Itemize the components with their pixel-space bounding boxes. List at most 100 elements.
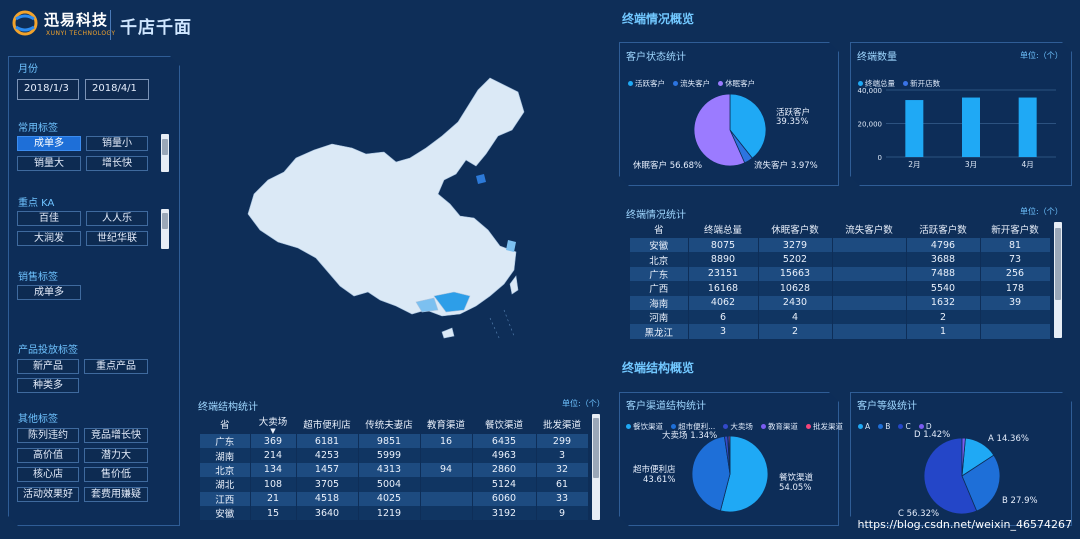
structure-col-header[interactable]: 超市便利店 (296, 414, 359, 434)
stats-col-header[interactable]: 新开客户数 (980, 220, 1050, 238)
structure-table-row[interactable]: 北京 134 1457 4313 94 2860 32 (200, 462, 588, 478)
legend-item[interactable]: 终端总量 (858, 78, 895, 89)
table-cell: 8890 (688, 252, 759, 267)
legend-item[interactable]: 新开店数 (903, 78, 940, 89)
structure-col-header[interactable]: 大卖场 ▼ (250, 414, 297, 435)
pie-slice-活跃客户[interactable] (729, 93, 767, 159)
stats-col-header[interactable]: 流失客户数 (832, 220, 907, 238)
china-map[interactable] (228, 70, 528, 340)
structure-table-row[interactable]: 安徽 15 3640 1219 3192 9 (200, 505, 588, 520)
table-cell (832, 252, 907, 267)
structure-col-header[interactable]: 批发渠道 (536, 414, 588, 434)
tag-other-1[interactable]: 竞品增长快 (84, 428, 148, 443)
legend-item[interactable]: 活跃客户 (628, 78, 665, 89)
table-cell (832, 324, 907, 339)
table-cell: 广东 (630, 266, 689, 282)
stats-table-row[interactable]: 黑龙江 3 2 1 (630, 324, 1050, 339)
tag-common-1[interactable]: 销量小 (86, 136, 148, 151)
terminal-count-bar-chart[interactable]: 0 20,000 40,000 2月 3月 4月 (852, 82, 1066, 176)
tag-product-0[interactable]: 新产品 (17, 359, 79, 374)
tag-other-7[interactable]: 套费用嫌疑 (84, 487, 148, 502)
pie-slice-餐饮渠道[interactable] (719, 435, 769, 513)
stats-table-row[interactable]: 海南 4062 2430 1632 39 (630, 295, 1050, 310)
table-cell: 2 (758, 324, 833, 339)
structure-table-row[interactable]: 广东 369 6181 9851 16 6435 299 (200, 434, 588, 449)
structure-col-header[interactable]: 餐饮渠道 (472, 414, 537, 434)
grade-pie[interactable] (920, 434, 1004, 518)
stats-table-row[interactable]: 河南 6 4 2 (630, 309, 1050, 325)
pie-slice-C[interactable] (923, 437, 978, 515)
table-cell: 3640 (296, 505, 359, 520)
stats-col-header[interactable]: 省 (630, 220, 689, 238)
table-cell (832, 281, 907, 296)
tag-other-5[interactable]: 售价低 (84, 467, 148, 482)
table-cell: 214 (250, 448, 297, 463)
pie-slice-休眠客户[interactable] (693, 93, 746, 167)
tag-other-6[interactable]: 活动效果好 (17, 487, 79, 502)
structure-col-header[interactable]: 省 (200, 414, 251, 434)
bar-3月[interactable] (962, 97, 980, 157)
table-cell: 1457 (296, 462, 359, 478)
tag-ka-3[interactable]: 世纪华联 (86, 231, 148, 246)
pie-slice-超市便利店[interactable] (691, 435, 731, 512)
tag-other-2[interactable]: 高价值 (17, 448, 79, 463)
stats-col-header[interactable]: 活跃客户数 (906, 220, 981, 238)
date-start-input[interactable]: 2018/1/3 (17, 79, 79, 100)
structure-table-row[interactable]: 湖北 108 3705 5004 5124 61 (200, 477, 588, 492)
structure-table-row[interactable]: 江西 21 4518 4025 6060 33 (200, 491, 588, 506)
tag-product-1[interactable]: 重点产品 (84, 359, 148, 374)
legend-item[interactable]: 大卖场 (723, 421, 753, 432)
legend-item[interactable]: C (898, 422, 911, 431)
structure-table-scrollbar[interactable] (592, 414, 600, 520)
stats-col-header[interactable]: 休眠客户数 (758, 220, 833, 238)
tag-common-0[interactable]: 成单多 (17, 136, 81, 151)
pct-catering: 54.05% (779, 483, 812, 493)
stats-table-scrollbar[interactable] (1054, 222, 1062, 338)
tag-sales-0[interactable]: 成单多 (17, 285, 81, 300)
bar-4月[interactable] (1018, 97, 1037, 157)
table-cell: 81 (980, 238, 1050, 253)
table-cell: 3705 (296, 477, 359, 492)
channel-pie[interactable] (688, 432, 772, 516)
sort-desc-icon[interactable]: ▼ (270, 427, 276, 435)
tag-ka-0[interactable]: 百佳 (17, 211, 81, 226)
pie-slice-批发渠道[interactable] (728, 435, 731, 475)
x-tick-label: 4月 (1022, 160, 1034, 169)
legend-item[interactable]: 休眠客户 (718, 78, 755, 89)
legend-item[interactable]: 批发渠道 (806, 421, 843, 432)
customer-status-pie[interactable] (690, 90, 770, 170)
stats-table-row[interactable]: 北京 8890 5202 3688 73 (630, 252, 1050, 267)
stats-table-row[interactable]: 安徽 8075 3279 4796 81 (630, 238, 1050, 253)
legend-item[interactable]: A (858, 422, 870, 431)
structure-table-row[interactable]: 湖南 214 4253 5999 4963 3 (200, 448, 588, 463)
legend-item[interactable]: 流失客户 (673, 78, 710, 89)
structure-col-header[interactable]: 传统夫妻店 (358, 414, 421, 434)
tag-other-4[interactable]: 核心店 (17, 467, 79, 482)
tag-common-3[interactable]: 增长快 (86, 156, 148, 171)
legend-item[interactable]: 教育渠道 (760, 421, 798, 432)
pie-slice-B[interactable] (961, 454, 1001, 512)
tag-product-2[interactable]: 种类多 (17, 378, 79, 393)
tag-common-2[interactable]: 销量大 (17, 156, 81, 171)
legend-item[interactable]: D (918, 422, 932, 431)
stats-table-row[interactable]: 广西 16168 10628 5540 178 (630, 281, 1050, 296)
common-tags-scrollbar[interactable] (161, 134, 169, 172)
pie-slice-D[interactable] (961, 437, 966, 477)
tag-ka-1[interactable]: 人人乐 (86, 211, 148, 226)
table-cell: 16168 (688, 281, 759, 296)
stats-col-header[interactable]: 终端总量 (688, 220, 759, 238)
date-end-input[interactable]: 2018/4/1 (85, 79, 149, 100)
legend-item[interactable]: 餐饮渠道 (626, 421, 663, 432)
pct-active: 39.35% (776, 117, 809, 127)
legend-item[interactable]: B (878, 422, 890, 431)
tag-ka-2[interactable]: 大润发 (17, 231, 81, 246)
tag-other-0[interactable]: 陈列违约 (17, 428, 79, 443)
structure-col-header[interactable]: 教育渠道 (420, 414, 473, 434)
legend-item[interactable]: 超市便利... (671, 421, 715, 432)
stats-table-row[interactable]: 广东 23151 15663 7488 256 (630, 266, 1050, 282)
bar-2月[interactable] (905, 100, 924, 157)
ka-tags-scrollbar[interactable] (161, 209, 169, 249)
table-cell: 134 (250, 462, 297, 478)
tag-other-3[interactable]: 潜力大 (84, 448, 148, 463)
month-section-title: 月份 (18, 64, 38, 75)
